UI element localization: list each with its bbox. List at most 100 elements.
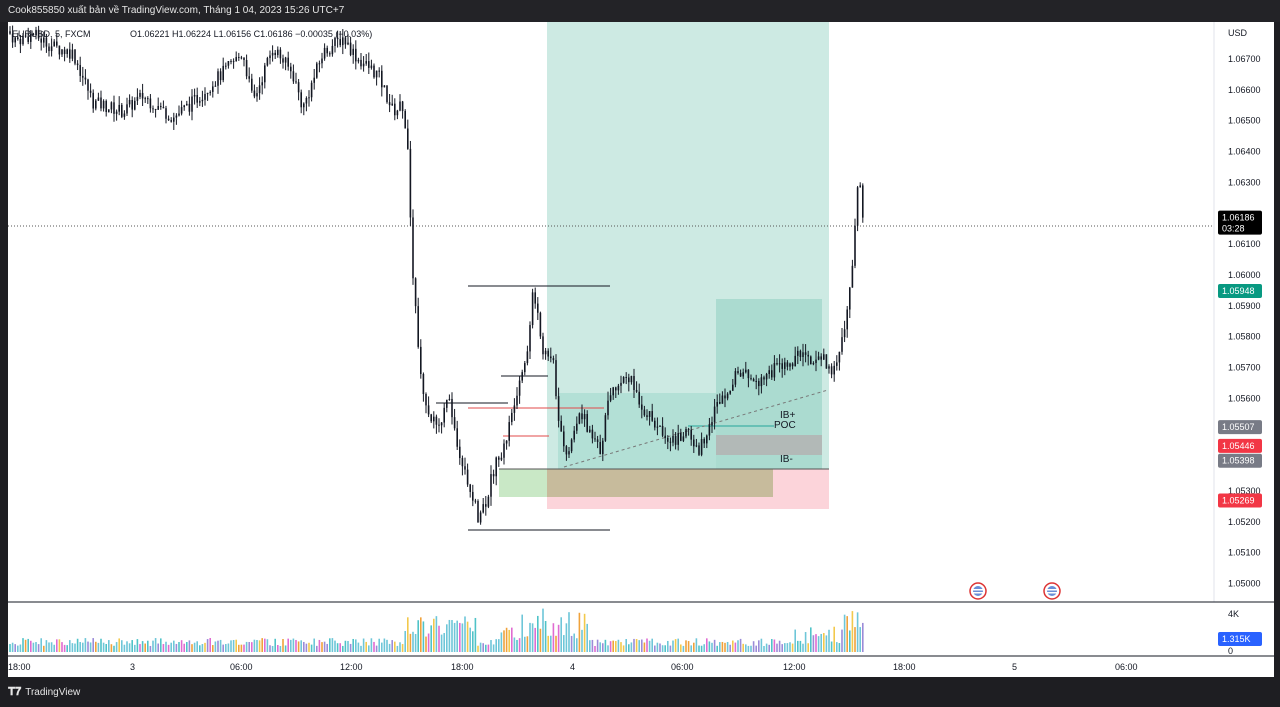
candle-body: [659, 425, 661, 427]
candle: [518, 375, 521, 404]
candle-body: [84, 77, 87, 80]
volume-bar: [97, 642, 100, 652]
time-axis[interactable]: 18:00 3 06:00 12:00 18:00 4 06:00 12:00 18:00 5 06…: [8, 662, 1138, 672]
chart-svg[interactable]: IB+ POC IB- EURUSD, 5, FXCM O1.06221 H1.…: [8, 22, 1274, 677]
time-tick-label: 18:00: [893, 662, 916, 672]
candle: [765, 372, 768, 387]
candle: [781, 358, 783, 378]
candle: [331, 39, 334, 57]
candle-body: [321, 58, 323, 64]
us-flag-icon[interactable]: [969, 582, 987, 600]
volume-bar: [594, 645, 596, 652]
tradingview-logo[interactable]: 𝐓𝟕 TradingView: [8, 686, 80, 699]
candle: [500, 452, 503, 462]
candle: [123, 110, 126, 120]
volume-bar: [14, 644, 16, 652]
candle-body: [422, 374, 425, 395]
volume-bar: [82, 642, 84, 652]
candles-group[interactable]: [9, 25, 864, 525]
candle: [227, 61, 230, 69]
candle-body: [635, 389, 638, 392]
volume-bar: [297, 641, 300, 652]
candle: [287, 51, 289, 71]
candle-body: [357, 59, 360, 62]
candle: [656, 417, 659, 436]
candle-body: [604, 415, 607, 441]
candle-body: [362, 63, 365, 67]
volume-bar: [838, 643, 841, 652]
candle-body: [92, 92, 94, 109]
candle: [612, 386, 614, 400]
candle: [570, 438, 573, 454]
candle: [58, 45, 61, 60]
volume-bar: [388, 643, 391, 652]
volume-bar: [776, 643, 778, 652]
volume-bar: [305, 643, 308, 652]
candle: [308, 90, 310, 107]
chart-frame[interactable]: IB+ POC IB- EURUSD, 5, FXCM O1.06221 H1.…: [8, 22, 1274, 677]
candle-body: [368, 61, 370, 68]
volume-bar: [222, 644, 224, 652]
volume-bar: [313, 638, 315, 652]
candle: [485, 495, 487, 516]
candle: [700, 432, 703, 457]
candle: [258, 77, 261, 100]
candle: [609, 387, 612, 403]
volume-bar: [386, 639, 388, 652]
candle-body: [804, 352, 807, 355]
us-flag-icon[interactable]: [1043, 582, 1061, 600]
candle: [550, 347, 552, 363]
candle: [95, 99, 97, 111]
vah-badge: 1.05507: [1218, 420, 1262, 435]
volume-bar: [583, 613, 586, 652]
candle: [693, 434, 695, 453]
volume-bar: [373, 641, 375, 652]
volume-bar: [700, 645, 703, 652]
volume-bar: [102, 642, 105, 652]
candle: [638, 383, 640, 408]
volume-bar: [357, 642, 360, 652]
candle-body: [342, 37, 344, 46]
candle: [557, 387, 560, 428]
candle-body: [669, 441, 672, 443]
candle-body: [802, 352, 804, 358]
candle: [334, 36, 336, 53]
volume-bar: [186, 642, 188, 652]
candle-body: [862, 185, 864, 218]
candle: [726, 392, 729, 401]
volume-bar: [235, 639, 237, 652]
volume-bar: [511, 627, 513, 652]
volume-bar: [513, 637, 516, 652]
candle: [230, 59, 232, 65]
candle-body: [628, 377, 630, 383]
candle: [14, 36, 16, 48]
candle: [110, 101, 113, 114]
volume-bar: [128, 643, 131, 652]
volume-bar: [144, 643, 146, 652]
volume-bar: [474, 617, 477, 652]
candle: [349, 36, 352, 57]
price-tick-label: 1.06700: [1228, 54, 1261, 64]
volume-bar: [708, 641, 711, 652]
candle-body: [74, 49, 76, 64]
volume-bar: [440, 634, 443, 652]
candle-body: [453, 417, 456, 429]
volume-bar: [570, 635, 573, 652]
volume-bar: [336, 643, 339, 652]
candle: [511, 408, 513, 426]
symbol-legend[interactable]: EURUSD, 5, FXCM: [12, 29, 91, 39]
candle: [269, 50, 271, 65]
volume-bar: [609, 641, 612, 652]
volume-bar: [342, 645, 344, 652]
candle: [698, 442, 700, 457]
volume-bar: [61, 642, 63, 652]
volume-bar: [292, 638, 295, 652]
range-box-lower: [558, 393, 716, 469]
candle-body: [448, 398, 451, 400]
candle: [505, 440, 508, 450]
time-tick-label: 12:00: [340, 662, 363, 672]
price-ticks[interactable]: 1.06700 1.06600 1.06500 1.06400 1.06300 1.061…: [1228, 54, 1261, 588]
volume-bar: [89, 642, 92, 652]
trend-dashed-line: [563, 389, 829, 468]
candle-body: [656, 426, 659, 428]
